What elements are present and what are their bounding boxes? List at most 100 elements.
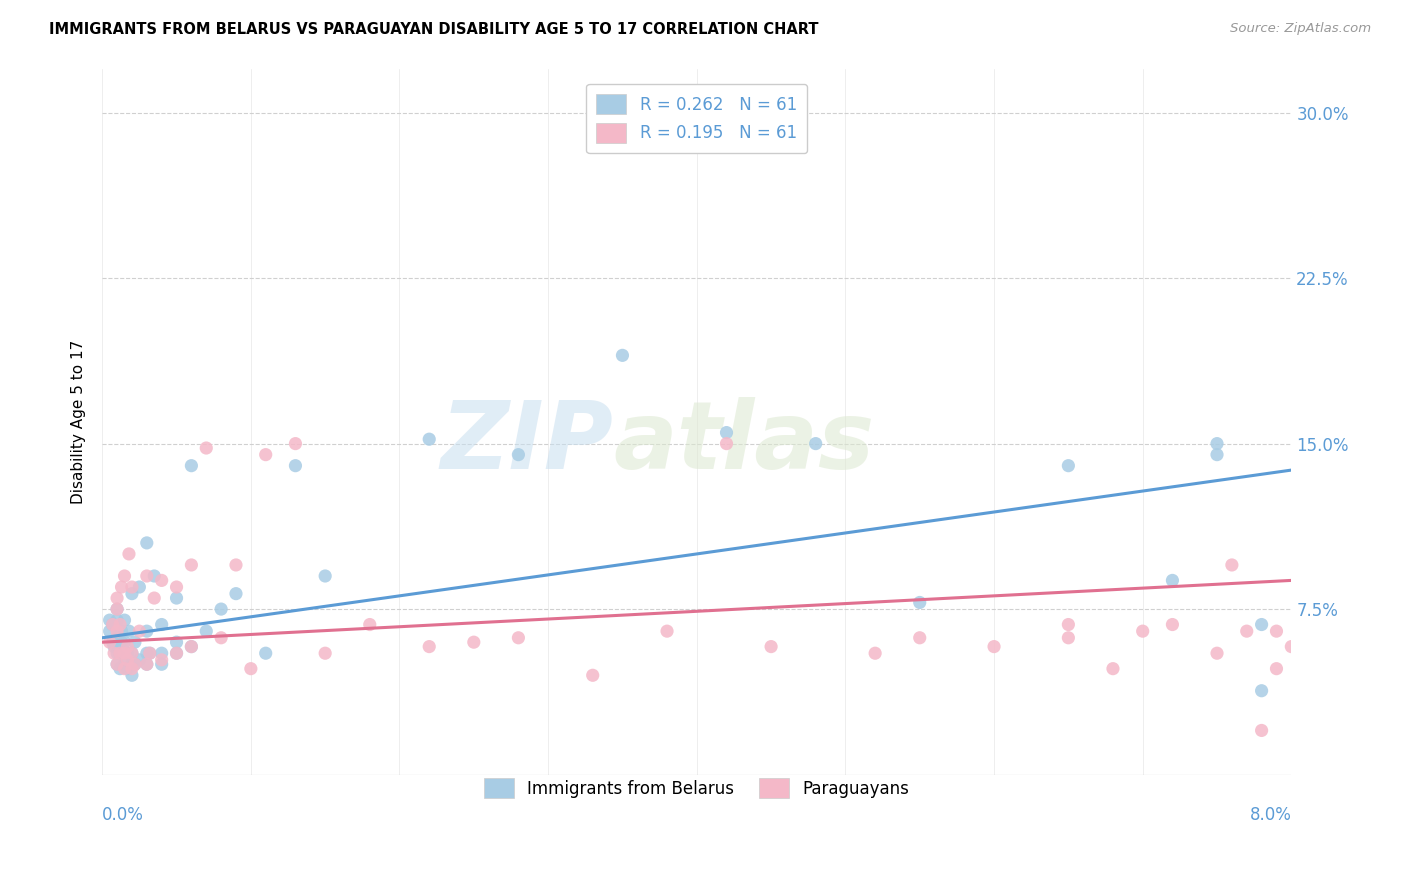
Point (150, 574, 173, 588)
Point (105, 602, 128, 616)
Point (105, 602, 128, 616)
Point (150, 657, 173, 672)
Point (180, 640, 202, 654)
Point (1132, 624, 1154, 639)
Point (108, 646, 131, 660)
Point (314, 646, 336, 660)
Point (284, 436, 307, 450)
Point (254, 646, 277, 660)
Point (1250, 683, 1272, 698)
Point (180, 458, 202, 473)
Point (166, 635, 188, 649)
Point (1236, 624, 1258, 639)
Point (121, 646, 143, 660)
Point (110, 580, 132, 594)
Text: 0.0%: 0.0% (103, 806, 143, 824)
Point (1250, 723, 1272, 738)
Point (612, 348, 634, 362)
Point (150, 646, 173, 660)
Point (105, 624, 128, 639)
Point (105, 657, 128, 672)
Point (105, 646, 128, 660)
Point (121, 662, 143, 676)
Point (117, 646, 139, 660)
Point (314, 569, 336, 583)
Text: 8.0%: 8.0% (1250, 806, 1291, 824)
Point (284, 458, 307, 473)
Point (108, 646, 131, 660)
Point (110, 635, 132, 649)
Point (759, 640, 782, 654)
Text: atlas: atlas (613, 397, 875, 489)
Text: IMMIGRANTS FROM BELARUS VS PARAGUAYAN DISABILITY AGE 5 TO 17 CORRELATION CHART: IMMIGRANTS FROM BELARUS VS PARAGUAYAN DI… (49, 22, 818, 37)
Point (135, 646, 157, 660)
Point (166, 591, 188, 605)
Point (1206, 646, 1229, 660)
Point (110, 624, 132, 639)
Point (98, 624, 121, 639)
Point (105, 631, 128, 645)
Point (101, 617, 124, 632)
Point (166, 646, 188, 660)
Point (908, 631, 931, 645)
Point (121, 580, 143, 594)
Point (121, 657, 143, 672)
Point (180, 558, 202, 572)
Point (1057, 617, 1080, 632)
Point (121, 646, 143, 660)
Point (863, 646, 886, 660)
Point (716, 436, 738, 450)
Point (1161, 574, 1184, 588)
Point (114, 635, 136, 649)
Point (209, 602, 232, 616)
Point (804, 436, 827, 450)
Point (124, 635, 146, 649)
Point (983, 640, 1005, 654)
Point (180, 640, 202, 654)
Point (655, 624, 678, 639)
Point (105, 657, 128, 672)
Point (114, 657, 136, 672)
Point (124, 657, 146, 672)
Point (1206, 436, 1229, 450)
Point (114, 662, 136, 676)
Point (1057, 631, 1080, 645)
Point (128, 653, 150, 667)
Point (103, 646, 125, 660)
Point (1102, 662, 1125, 676)
Point (195, 441, 218, 455)
Point (101, 635, 124, 649)
Point (124, 657, 146, 672)
Point (1265, 624, 1288, 639)
Point (143, 569, 166, 583)
Point (98, 635, 121, 649)
Point (1250, 617, 1272, 632)
Legend: Immigrants from Belarus, Paraguayans: Immigrants from Belarus, Paraguayans (477, 772, 917, 805)
Point (128, 580, 150, 594)
Point (1206, 448, 1229, 462)
Point (418, 640, 440, 654)
Point (114, 569, 136, 583)
Point (150, 653, 173, 667)
Point (105, 591, 128, 605)
Point (166, 580, 188, 594)
Point (139, 646, 162, 660)
Point (716, 425, 738, 440)
Point (418, 432, 440, 446)
Point (582, 668, 605, 682)
Point (508, 631, 530, 645)
Point (225, 558, 247, 572)
Point (463, 635, 485, 649)
Point (105, 613, 128, 627)
Point (121, 668, 143, 682)
Point (1057, 458, 1080, 473)
Point (1279, 640, 1302, 654)
Point (114, 646, 136, 660)
Point (117, 653, 139, 667)
Point (150, 617, 173, 632)
Point (139, 646, 162, 660)
Point (98, 613, 121, 627)
Point (135, 536, 157, 550)
Point (195, 624, 218, 639)
Point (359, 617, 381, 632)
